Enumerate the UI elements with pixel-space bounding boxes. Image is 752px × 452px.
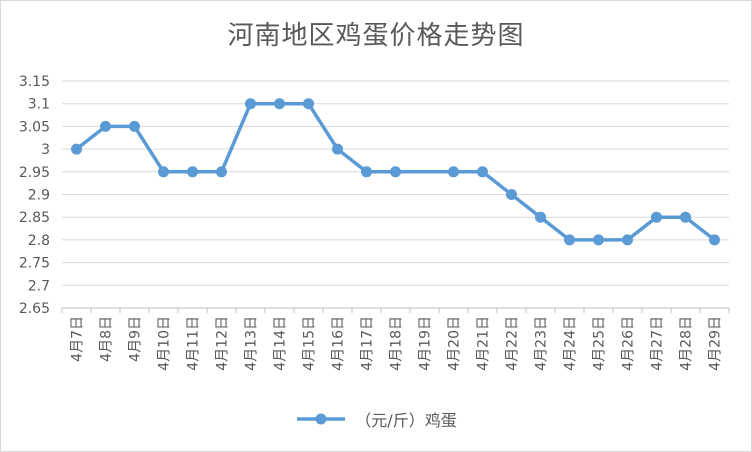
data-point — [709, 234, 720, 246]
data-point — [477, 166, 488, 178]
data-point — [245, 98, 256, 110]
x-tick-label: 4月25日 — [592, 316, 608, 371]
y-tick-label: 2.85 — [19, 210, 50, 226]
x-tick-label: 4月8日 — [99, 316, 115, 362]
data-point — [158, 166, 169, 178]
y-tick-label: 3.05 — [19, 119, 50, 135]
y-tick-label: 2.9 — [28, 188, 50, 204]
x-tick-label: 4月9日 — [128, 316, 144, 362]
x-tick-label: 4月12日 — [215, 316, 231, 371]
data-point — [535, 211, 546, 223]
x-tick-label: 4月21日 — [476, 316, 492, 371]
x-tick-label: 4月17日 — [360, 316, 376, 371]
x-tick-label: 4月27日 — [650, 316, 666, 371]
series-line — [74, 101, 717, 242]
data-point — [506, 189, 517, 200]
legend-swatch — [297, 413, 346, 425]
x-tick-label: 4月19日 — [418, 316, 434, 371]
x-tick-label: 4月7日 — [70, 316, 86, 362]
data-point — [390, 166, 401, 178]
x-tick-label: 4月26日 — [621, 316, 637, 371]
y-tick-label: 3 — [41, 142, 50, 158]
y-tick-label: 2.8 — [28, 233, 50, 249]
data-point — [100, 120, 111, 132]
x-tick-label: 4月29日 — [708, 316, 724, 371]
x-tick-label: 4月10日 — [157, 316, 173, 371]
data-point — [622, 234, 633, 246]
x-tick-label: 4月23日 — [534, 316, 550, 371]
data-point — [680, 211, 691, 223]
data-point — [303, 98, 314, 110]
data-point — [361, 166, 372, 178]
y-tick-label: 2.7 — [28, 278, 50, 294]
y-tick-label: 2.95 — [19, 165, 50, 181]
data-point — [564, 234, 575, 246]
chart-title: 河南地区鸡蛋价格走势图 — [227, 21, 525, 51]
legend: （元/斤）鸡蛋 — [1, 407, 751, 431]
data-point — [274, 98, 285, 110]
x-tick-label: 4月13日 — [244, 316, 260, 371]
data-point — [332, 143, 343, 155]
legend-label: （元/斤）鸡蛋 — [355, 411, 457, 430]
x-tick-label: 4月28日 — [679, 316, 695, 371]
plot-area: 3.15 3.1 3.05 3 2.95 2.9 2.85 2.8 2.75 2.7 2.65 4月7… — [19, 74, 730, 371]
y-tick-label: 2.75 — [19, 256, 50, 272]
x-tick-label: 4月24日 — [563, 316, 579, 371]
x-tick-label: 4月22日 — [505, 316, 521, 371]
data-point — [129, 120, 140, 132]
data-point — [187, 166, 198, 178]
x-tick-label: 4月14日 — [273, 316, 289, 371]
y-tick-label: 3.1 — [28, 97, 50, 113]
x-tick-label: 4月18日 — [389, 316, 405, 371]
y-tick-label: 3.15 — [19, 74, 50, 90]
y-tick-label: 2.65 — [19, 301, 50, 317]
x-tick-label: 4月16日 — [331, 316, 347, 371]
data-point — [216, 166, 227, 178]
x-tick-label: 4月20日 — [447, 316, 463, 371]
data-point — [71, 143, 82, 155]
data-point — [651, 211, 662, 223]
data-point — [593, 234, 604, 246]
x-tick-label: 4月15日 — [302, 316, 318, 371]
x-tick-label: 4月11日 — [186, 316, 202, 371]
data-point — [448, 166, 459, 178]
legend-marker — [315, 413, 327, 425]
